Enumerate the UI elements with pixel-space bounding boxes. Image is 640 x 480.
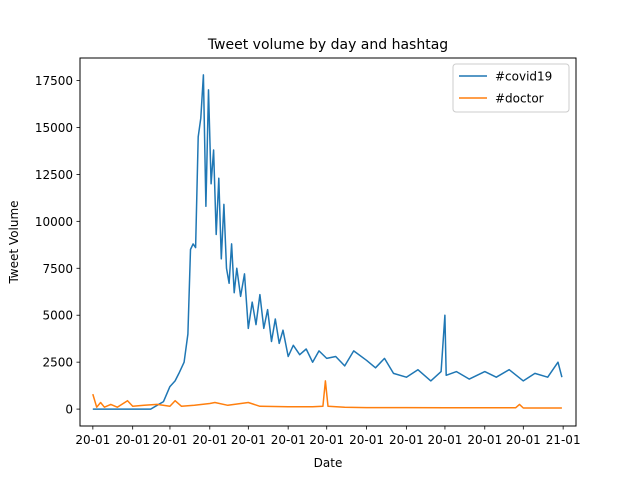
x-tick-label: 20-01 (271, 433, 306, 447)
y-tick-label: 17500 (35, 74, 73, 88)
x-tick-label: 20-01 (389, 433, 424, 447)
x-tick-label: 20-01 (309, 433, 344, 447)
x-tick-label: 20-01 (115, 433, 150, 447)
x-tick-label: 20-01 (153, 433, 188, 447)
y-axis: 0 2500 5000 7500 10000 12500 15000 17500 (35, 74, 80, 417)
plot-area (92, 74, 563, 410)
y-tick-label: 7500 (42, 262, 73, 276)
axes-frame (79, 57, 577, 427)
x-tick-label: 20-01 (231, 433, 266, 447)
series-line-0 (92, 74, 563, 410)
x-tick-label: 20-01 (349, 433, 384, 447)
x-tick-label: 20-01 (467, 433, 502, 447)
x-axis: 20-01 20-01 20-01 20-01 20-01 20-01 20-01 20-01… (75, 426, 581, 447)
y-tick-label: 12500 (35, 168, 73, 182)
x-tick-label: 20-01 (506, 433, 541, 447)
y-tick-label: 5000 (42, 309, 73, 323)
x-tick-label: 20-01 (75, 433, 110, 447)
x-tick-label: 21-01 (546, 433, 581, 447)
series-line-1 (92, 380, 562, 409)
x-tick-label: 20-01 (427, 433, 462, 447)
y-axis-title: Tweet Volume (7, 200, 21, 284)
y-tick-label: 10000 (35, 215, 73, 229)
y-tick-label: 15000 (35, 121, 73, 135)
x-tick-label: 20-01 (192, 433, 227, 447)
x-axis-title: Date (314, 456, 343, 470)
y-tick-label: 0 (65, 403, 73, 417)
legend: #covid19 #doctor (452, 63, 570, 113)
chart-title: Tweet volume by day and hashtag (207, 37, 448, 53)
y-tick-label: 2500 (42, 356, 73, 370)
legend-label-0: #covid19 (495, 70, 552, 84)
legend-label-1: #doctor (495, 92, 544, 106)
